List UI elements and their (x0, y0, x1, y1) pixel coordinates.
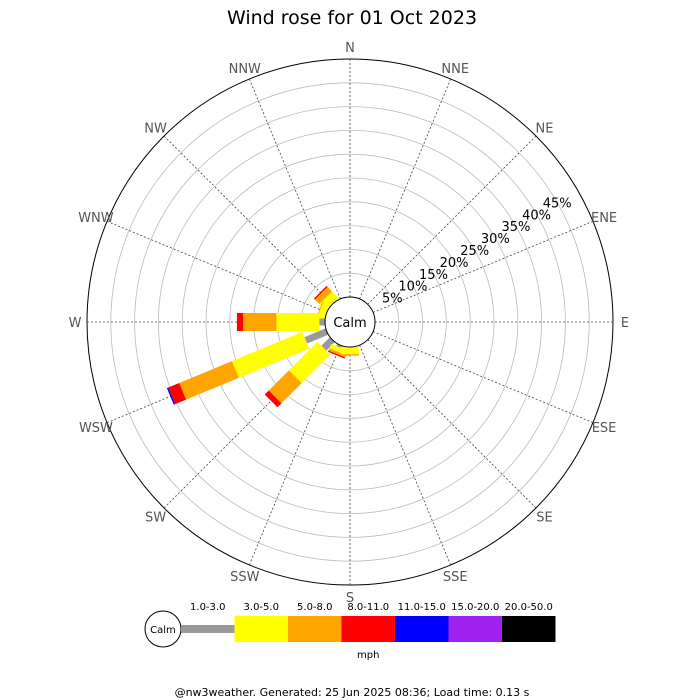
legend-swatch (181, 625, 235, 633)
calm-circle: Calm (324, 296, 376, 348)
bar-segment (316, 301, 331, 321)
direction-label: NW (144, 122, 167, 137)
calm-circle-shape (324, 296, 376, 348)
legend-bin-label: 5.0-8.0 (297, 602, 332, 613)
grid-ring (110, 82, 590, 562)
bar-segment (166, 387, 176, 405)
polar-grid (86, 58, 614, 586)
calm-label: Calm (333, 316, 366, 331)
radial-tick-label: 30% (481, 232, 510, 247)
direction-label: S (346, 591, 354, 606)
radial-tick-label: 40% (522, 208, 551, 223)
bar-segment (179, 361, 239, 400)
legend-bin-label: 11.0-15.0 (398, 602, 446, 613)
bar-segment (314, 286, 332, 304)
direction-label: W (69, 316, 82, 331)
grid-ring (205, 177, 495, 467)
grid-ring (134, 106, 566, 538)
direction-label: SW (145, 510, 166, 525)
legend-bin-label: 1.0-3.0 (190, 602, 225, 613)
legend-swatch (234, 616, 288, 642)
direction-labels: N NNE NE ENE E ESE SE SSE S SSW SW WSW W WNW NW NNW (69, 41, 630, 606)
direction-label: SE (536, 510, 552, 525)
wind-bars (166, 285, 359, 408)
direction-label: N (345, 41, 355, 56)
legend-swatch (395, 616, 449, 642)
legend-bin-label: 15.0-20.0 (451, 602, 499, 613)
bar-segment (327, 350, 346, 359)
bar-segment (268, 370, 302, 404)
radial-tick-labels: 5%10%15%20%25%30%35%40%45% (382, 196, 572, 306)
direction-label: E (621, 316, 629, 331)
footer-text: @nw3weather. Generated: 25 Jun 2025 08:3… (175, 686, 530, 699)
direction-label: WNW (78, 211, 114, 226)
legend-bin-label: 20.0-50.0 (505, 602, 553, 613)
legend-units: mph (357, 650, 379, 661)
direction-label: NE (535, 122, 553, 137)
radial-tick-label: 20% (440, 256, 469, 271)
radial-tick-label: 15% (419, 268, 448, 283)
bar-segment (288, 341, 331, 384)
speed-legend: Calm 1.0-3.0 3.0-5.0 5.0-8.0 8.0-11.0 11.0-15… (144, 602, 556, 661)
direction-label: SSE (443, 570, 468, 585)
legend-bin-label: 3.0-5.0 (244, 602, 279, 613)
bar-segment (264, 390, 282, 408)
direction-label: ENE (591, 211, 617, 226)
direction-label: ESE (592, 421, 617, 436)
legend-swatch (448, 616, 502, 642)
grid-ring (181, 153, 519, 491)
legend-bin-label: 8.0-11.0 (347, 602, 389, 613)
grid-ring (157, 129, 543, 515)
bar-segment (329, 343, 348, 356)
radial-tick-label: 25% (460, 244, 489, 259)
radial-tick-label: 45% (543, 196, 572, 211)
legend-swatch (288, 616, 342, 642)
bar-segment (231, 331, 310, 378)
radial-tick-label: 35% (501, 220, 530, 235)
radial-tick-label: 10% (398, 280, 427, 295)
direction-label: NNE (441, 62, 469, 77)
legend-calm-label: Calm (150, 625, 176, 636)
bar-segment (321, 337, 335, 351)
chart-title: Wind rose for 01 Oct 2023 (227, 7, 477, 29)
grid-ring (229, 201, 471, 443)
radial-tick-label: 5% (382, 292, 403, 307)
direction-label: SSW (230, 570, 260, 585)
legend-swatch (502, 616, 556, 642)
bar-segment (328, 348, 347, 358)
legend-swatch (341, 616, 395, 642)
bar-segment (168, 382, 187, 405)
direction-label: WSW (79, 421, 113, 436)
bar-segment (304, 328, 329, 344)
bar-segment (313, 285, 328, 300)
bar-segment (319, 291, 339, 311)
direction-label: NNW (229, 62, 261, 77)
